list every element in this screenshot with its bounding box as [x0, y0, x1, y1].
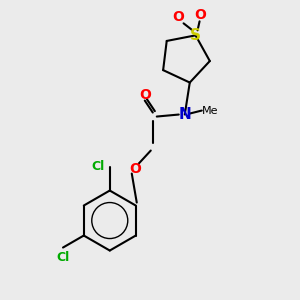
Text: Cl: Cl: [56, 250, 70, 263]
Text: O: O: [139, 88, 151, 101]
Text: S: S: [190, 28, 201, 43]
Text: O: O: [172, 10, 184, 24]
Text: N: N: [178, 107, 191, 122]
Text: O: O: [195, 8, 206, 22]
Text: O: O: [129, 161, 141, 176]
Text: Cl: Cl: [92, 160, 105, 173]
Text: Me: Me: [202, 106, 218, 116]
